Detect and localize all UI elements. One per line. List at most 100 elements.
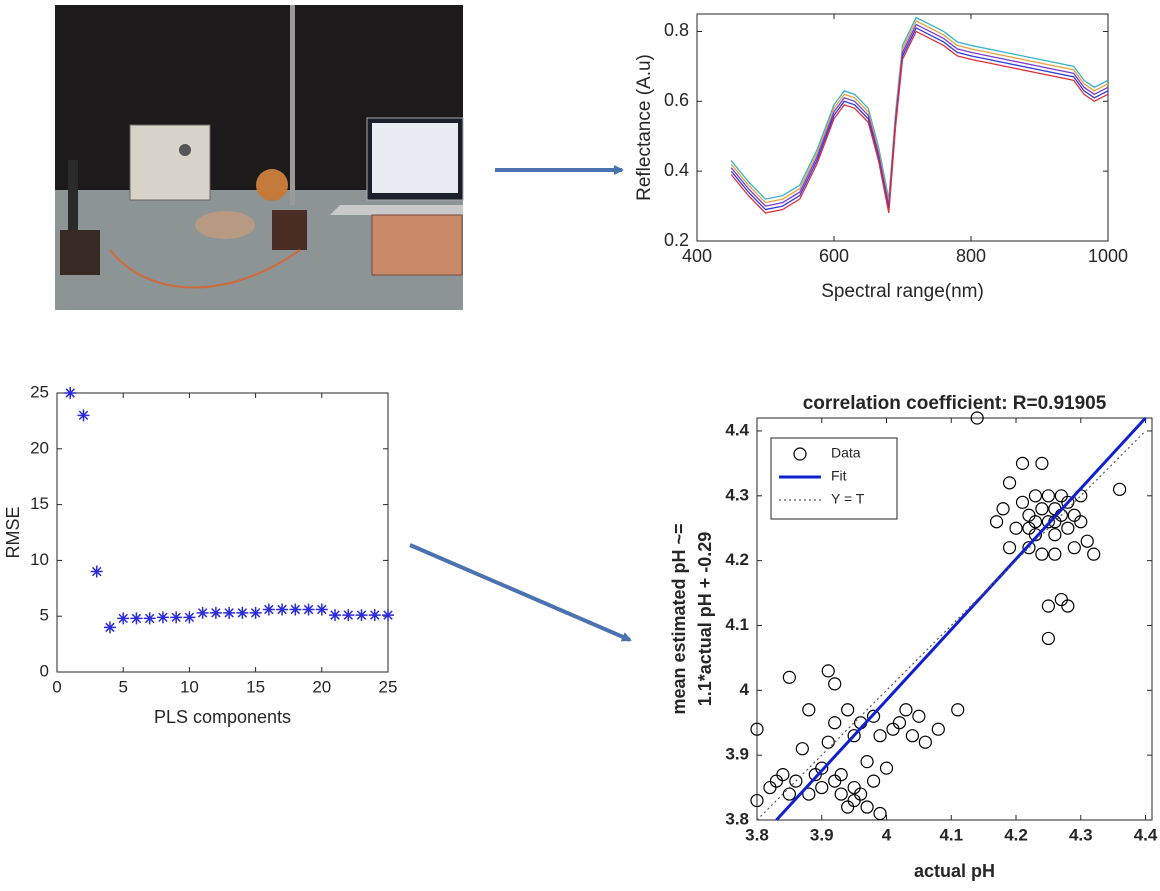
- point: [1009, 521, 1023, 535]
- point: [866, 774, 881, 788]
- x-axis-label: Spectral range(nm): [821, 281, 984, 302]
- point: [879, 761, 894, 775]
- point: [860, 755, 874, 769]
- point: [795, 742, 809, 756]
- line-series: [730, 30, 1109, 214]
- point: [918, 735, 932, 749]
- x-tick-label: 4.3: [1069, 825, 1093, 844]
- point: [1113, 482, 1127, 496]
- point: [1035, 547, 1049, 561]
- point: [847, 729, 861, 743]
- point: [315, 603, 328, 616]
- point: [905, 729, 920, 743]
- point: [329, 609, 342, 622]
- arrow: [409, 543, 632, 642]
- legend-label: Fit: [831, 468, 847, 484]
- y-tick-label: 4.1: [725, 615, 749, 634]
- point: [342, 609, 355, 622]
- point: [249, 606, 262, 619]
- point: [1022, 541, 1036, 555]
- point: [931, 722, 945, 736]
- point: [750, 722, 764, 736]
- x-tick-label: 800: [956, 246, 986, 266]
- x-tick-label: 4.2: [1004, 825, 1028, 844]
- point: [1041, 631, 1055, 646]
- point: [262, 603, 275, 616]
- y-tick-label: 5: [40, 606, 49, 625]
- x-tick-label: 4.4: [1134, 825, 1158, 844]
- point: [156, 611, 169, 624]
- point: [750, 793, 764, 808]
- point: [860, 800, 874, 814]
- point: [302, 603, 315, 616]
- x-tick-label: 20: [312, 677, 331, 696]
- line-series: [775, 416, 1147, 822]
- x-tick-label: 4: [882, 825, 892, 844]
- y-axis-label: Reflectance (A.u): [634, 54, 655, 201]
- y-axis-label: mean estimated pH ~=: [669, 523, 689, 714]
- point: [1074, 515, 1088, 529]
- point: [821, 664, 835, 678]
- x-tick-label: 25: [379, 677, 398, 696]
- chart: 0 5 10 15 20 25 0 5 10 15 20 25 PLS components RMSE: [3, 382, 398, 726]
- point: [223, 606, 236, 619]
- y-tick-label: 10: [30, 550, 49, 569]
- point: [989, 515, 1004, 529]
- point: [1080, 534, 1094, 548]
- point: [183, 611, 196, 624]
- point: [828, 677, 842, 691]
- point: [368, 609, 381, 622]
- y-axis-label: 1.1*actual pH + -0.29: [695, 532, 715, 707]
- point: [1002, 476, 1017, 490]
- point: [828, 716, 842, 730]
- y-tick-label: 0.4: [664, 160, 689, 180]
- point: [815, 780, 829, 795]
- point: [873, 806, 887, 821]
- point: [899, 703, 913, 717]
- x-tick-label: 3.9: [810, 825, 834, 844]
- apparatus-photo: [55, 5, 464, 310]
- legend-swatch: [793, 447, 807, 461]
- y-tick-label: 3.9: [725, 745, 749, 764]
- point: [834, 787, 848, 801]
- point: [209, 606, 222, 619]
- y-tick-label: 0.6: [664, 90, 689, 110]
- point: [912, 709, 926, 723]
- x-axis-label: PLS components: [154, 707, 291, 727]
- point: [130, 612, 143, 625]
- point: [815, 761, 829, 775]
- point: [854, 787, 868, 801]
- x-tick-label: 15: [246, 677, 265, 696]
- point: [951, 703, 965, 717]
- y-tick-label: 20: [30, 438, 49, 457]
- point: [776, 768, 790, 782]
- point: [1041, 599, 1055, 613]
- y-tick-label: 4.4: [725, 420, 749, 439]
- point: [64, 387, 77, 399]
- point: [1061, 521, 1075, 535]
- point: [1067, 541, 1081, 555]
- point: [1035, 502, 1049, 516]
- point: [77, 409, 90, 422]
- point: [1028, 489, 1043, 503]
- point: [1041, 489, 1055, 503]
- point: [276, 603, 289, 616]
- y-tick-label: 0.2: [664, 230, 689, 250]
- point: [873, 729, 887, 743]
- point: [1015, 456, 1030, 470]
- point: [90, 565, 103, 578]
- point: [1048, 547, 1062, 561]
- chart: 3.8 3.9 4 4.1 4.2 4.3 4.4 3.8 3.9 4 4.1 4.2 4.3 4.4 ac…: [669, 393, 1158, 881]
- y-tick-label: 4.2: [725, 550, 749, 569]
- point: [1087, 547, 1101, 561]
- y-tick-label: 3.8: [725, 809, 749, 828]
- x-tick-label: 0: [52, 677, 61, 696]
- point: [1015, 495, 1030, 509]
- point: [802, 703, 816, 717]
- x-tick-label: 1000: [1088, 246, 1128, 266]
- point: [892, 716, 907, 730]
- point: [970, 411, 984, 425]
- legend-label: Y = T: [831, 491, 865, 507]
- chart: 400 600 800 1000 0.2 0.4 0.6 0.8 Spectral range(…: [634, 13, 1128, 302]
